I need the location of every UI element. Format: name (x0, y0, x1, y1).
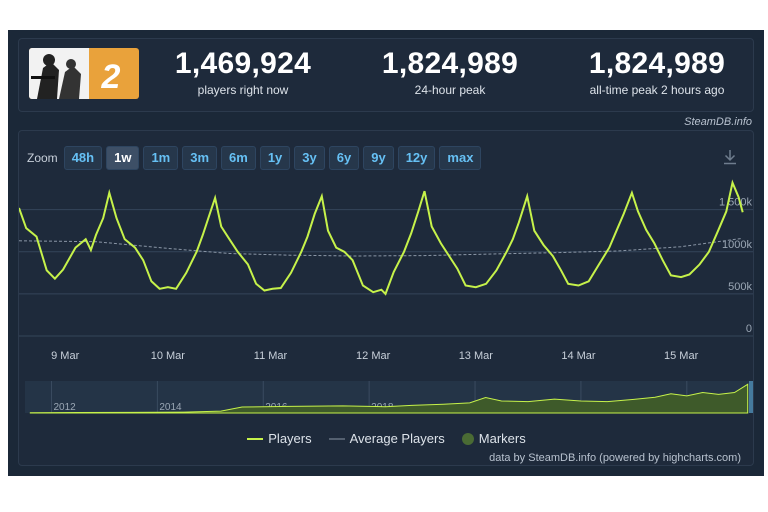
average-players-line (19, 237, 743, 257)
legend-item-average[interactable]: Average Players (328, 431, 445, 446)
download-icon[interactable] (723, 149, 737, 170)
stat-alltime-peak-value: 1,824,989 (588, 47, 726, 80)
zoom-button-6y[interactable]: 6y (328, 146, 360, 170)
zoom-button-6m[interactable]: 6m (221, 146, 256, 170)
y-tick-label: 500k (728, 281, 752, 293)
zoom-button-1m[interactable]: 1m (143, 146, 179, 170)
legend-players-label: Players (268, 431, 312, 446)
x-tick-label: 11 Mar (254, 350, 288, 362)
credit-bottom[interactable]: data by SteamDB.info (powered by highcha… (489, 452, 741, 464)
zoom-button-3y[interactable]: 3y (294, 146, 325, 170)
zoom-button-1y[interactable]: 1y (259, 146, 291, 170)
legend-markers-label: Markers (478, 431, 526, 446)
navigator-area (29, 383, 749, 414)
stats-bar: 2 1,469,924 players right now 1,824,989 … (18, 38, 754, 112)
stat-current: 1,469,924 players right now (143, 47, 343, 97)
steamdb-credit-top[interactable]: SteamDB.info (684, 116, 752, 128)
x-tick-label: 14 Mar (561, 350, 596, 362)
svg-text:2: 2 (101, 58, 121, 96)
stat-24h-peak: 1,824,989 24-hour peak (350, 47, 550, 97)
chart-container: Zoom 48h 1w 1m 3m 6m 1y 3y 6y 9y 12y max… (18, 130, 754, 466)
navigator-year-label: 2012 (53, 402, 76, 413)
zoom-button-max[interactable]: max (439, 146, 482, 170)
x-tick-label: 13 Mar (459, 350, 494, 362)
legend: Players Average Players Markers (19, 431, 753, 446)
legend-average-label: Average Players (349, 431, 445, 446)
stat-24h-peak-value: 1,824,989 (381, 47, 519, 80)
stat-alltime-peak-label: all-time peak 2 hours ago (589, 83, 725, 97)
zoom-bar: Zoom 48h 1w 1m 3m 6m 1y 3y 6y 9y 12y max (27, 146, 485, 170)
zoom-button-9y[interactable]: 9y (363, 146, 394, 170)
zoom-button-1w[interactable]: 1w (106, 146, 140, 170)
game-logo[interactable]: 2 (29, 48, 139, 99)
x-tick-label: 12 Mar (356, 350, 391, 362)
legend-item-players[interactable]: Players (246, 431, 312, 446)
x-tick-label: 10 Mar (151, 350, 186, 362)
x-tick-label: 15 Mar (664, 350, 699, 362)
stat-current-label: players right now (197, 83, 289, 97)
players-chart[interactable]: 0 500k 1000k 1 500k 9 Mar 10 Mar 11 Mar 12 Mar… (19, 131, 753, 431)
y-tick-label: 1 500k (719, 197, 753, 209)
zoom-button-12y[interactable]: 12y (397, 146, 436, 170)
y-tick-label: 0 (746, 323, 752, 335)
navigator[interactable]: 2012201420162018202020222024 (25, 381, 753, 414)
stat-alltime-peak: 1,824,989 all-time peak 2 hours ago (557, 47, 757, 97)
players-line (19, 179, 744, 296)
stat-24h-peak-label: 24-hour peak (414, 83, 486, 97)
steamdb-panel: 2 1,469,924 players right now 1,824,989 … (8, 30, 764, 476)
navigator-year-label: 2014 (159, 402, 182, 413)
y-tick-label: 1000k (722, 239, 752, 251)
x-tick-label: 9 Mar (51, 350, 79, 362)
navigator-window[interactable] (749, 381, 753, 413)
zoom-button-3m[interactable]: 3m (182, 146, 218, 170)
zoom-button-48h[interactable]: 48h (63, 146, 103, 170)
legend-item-markers[interactable]: Markers (461, 431, 526, 446)
zoom-label: Zoom (27, 151, 58, 165)
stat-current-value: 1,469,924 (174, 47, 312, 80)
